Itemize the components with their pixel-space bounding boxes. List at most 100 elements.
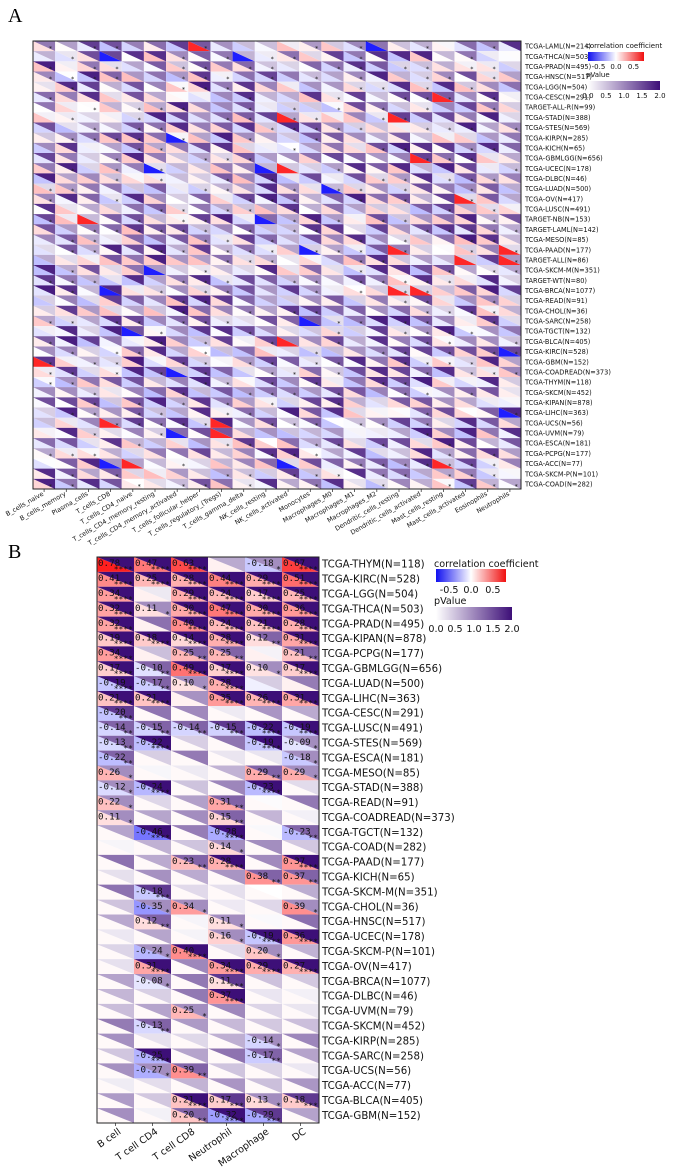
row-label: TCGA-BLCA(N=405) [524, 338, 590, 346]
row-label: TCGA-KIRP(N=285) [321, 1036, 420, 1047]
cell-pvalue-triangle [282, 557, 319, 572]
cell-value-label: -0.09 [283, 737, 311, 748]
significance-mark: * [404, 188, 407, 195]
cell-pvalue-triangle [33, 377, 56, 388]
cell-corr-triangle [33, 71, 56, 82]
cell-corr-triangle [498, 346, 521, 357]
significance-mark: * [71, 280, 74, 287]
significance-mark: * [493, 66, 496, 73]
cell-pvalue-triangle [299, 356, 322, 367]
significance-mark: **** [225, 595, 244, 604]
cell-pvalue-triangle [121, 468, 144, 479]
cell-pvalue-triangle [210, 407, 233, 418]
cell-corr-triangle [55, 132, 78, 143]
cell-value-label: 0.39 [283, 901, 305, 912]
cell-pvalue-triangle [476, 193, 499, 204]
cell-value-label: 0.29 [246, 960, 268, 971]
cell-corr-triangle [97, 840, 134, 855]
cell-value-label: 0.32 [98, 618, 120, 629]
cell-corr-triangle [454, 61, 477, 72]
cell-value-label: -0.10 [135, 662, 163, 673]
cell-pvalue-triangle [171, 1003, 208, 1019]
cell-corr-triangle [77, 295, 100, 306]
significance-mark: * [116, 198, 119, 205]
significance-mark: * [226, 280, 229, 287]
cell-pvalue-triangle [134, 1033, 171, 1049]
cell-corr-triangle [282, 988, 319, 1004]
cell-corr-triangle [97, 988, 134, 1004]
cell-pvalue-triangle [33, 366, 56, 377]
cell-pvalue-triangle [245, 1108, 282, 1123]
cell-pvalue-triangle [454, 153, 477, 164]
cell-pvalue-triangle [171, 914, 208, 930]
cell-corr-triangle [208, 586, 245, 602]
cell-corr-triangle [99, 377, 122, 388]
cell-pvalue-triangle [166, 417, 189, 428]
significance-mark: * [71, 168, 74, 175]
significance-mark: * [426, 361, 429, 368]
cell-corr-triangle [188, 214, 211, 225]
cell-corr-triangle [77, 336, 100, 347]
cell-corr-triangle [387, 132, 411, 143]
significance-mark: * [515, 127, 518, 134]
cell-corr-triangle [210, 346, 233, 357]
cell-pvalue-triangle [121, 183, 144, 194]
significance-mark: * [202, 908, 207, 917]
cell-pvalue-triangle [121, 193, 144, 204]
cell-corr-triangle [321, 203, 344, 215]
cell-value-label: 0.16 [209, 931, 231, 942]
cell-pvalue-triangle [476, 336, 499, 347]
cell-pvalue-triangle [166, 387, 189, 398]
cell-pvalue-triangle [134, 586, 171, 602]
cell-corr-triangle [166, 173, 189, 184]
cell-pvalue-triangle [97, 1108, 134, 1123]
cell-pvalue-triangle [55, 102, 78, 113]
cell-corr-triangle [454, 193, 477, 204]
legend-corr-tick: 0.0 [610, 63, 621, 71]
cell-corr-triangle [410, 214, 433, 225]
significance-mark: **** [114, 669, 133, 678]
cell-corr-triangle [171, 825, 208, 840]
cell-pvalue-triangle [282, 691, 319, 706]
cell-corr-triangle [387, 163, 411, 174]
cell-pvalue-triangle [97, 914, 134, 930]
row-label: TCGA-COADREAD(N=373) [524, 368, 611, 376]
significance-mark: **** [225, 684, 244, 693]
cell-pvalue-triangle [143, 397, 167, 408]
cell-pvalue-triangle [166, 224, 189, 235]
cell-pvalue-triangle [99, 275, 122, 286]
cell-corr-triangle [498, 132, 521, 143]
cell-pvalue-triangle [365, 41, 388, 52]
cell-pvalue-triangle [143, 356, 167, 367]
cell-pvalue-triangle [387, 102, 411, 113]
cell-pvalue-triangle [277, 387, 300, 398]
cell-corr-triangle [55, 458, 78, 469]
significance-mark: * [426, 97, 429, 104]
cell-corr-triangle [245, 586, 282, 602]
cell-pvalue-triangle [387, 183, 411, 194]
significance-mark: * [204, 300, 207, 307]
cell-pvalue-triangle [498, 407, 521, 418]
row-label: TCGA-SKCM(N=452) [524, 389, 592, 397]
cell-pvalue-triangle [97, 691, 134, 706]
cell-corr-triangle [99, 91, 122, 103]
cell-corr-triangle [166, 91, 189, 103]
cell-pvalue-triangle [166, 214, 189, 225]
row-label: TCGA-HNSC(N=517) [321, 917, 425, 928]
cell-corr-triangle [99, 326, 122, 337]
cell-corr-triangle [254, 112, 277, 123]
cell-pvalue-triangle [498, 122, 521, 133]
cell-pvalue-triangle [387, 377, 411, 388]
cell-corr-triangle [321, 214, 344, 225]
row-label: TCGA-LAML(N=214) [524, 43, 591, 51]
cell-pvalue-triangle [232, 51, 255, 62]
cell-value-label: 0.47 [209, 603, 231, 614]
cell-corr-triangle [321, 71, 344, 82]
significance-mark: * [93, 107, 96, 114]
significance-mark: * [293, 219, 296, 226]
cell-corr-triangle [99, 275, 122, 286]
cell-corr-triangle [210, 41, 233, 52]
cell-pvalue-triangle [282, 884, 319, 900]
cell-corr-triangle [454, 132, 477, 143]
cell-pvalue-triangle [55, 193, 78, 204]
